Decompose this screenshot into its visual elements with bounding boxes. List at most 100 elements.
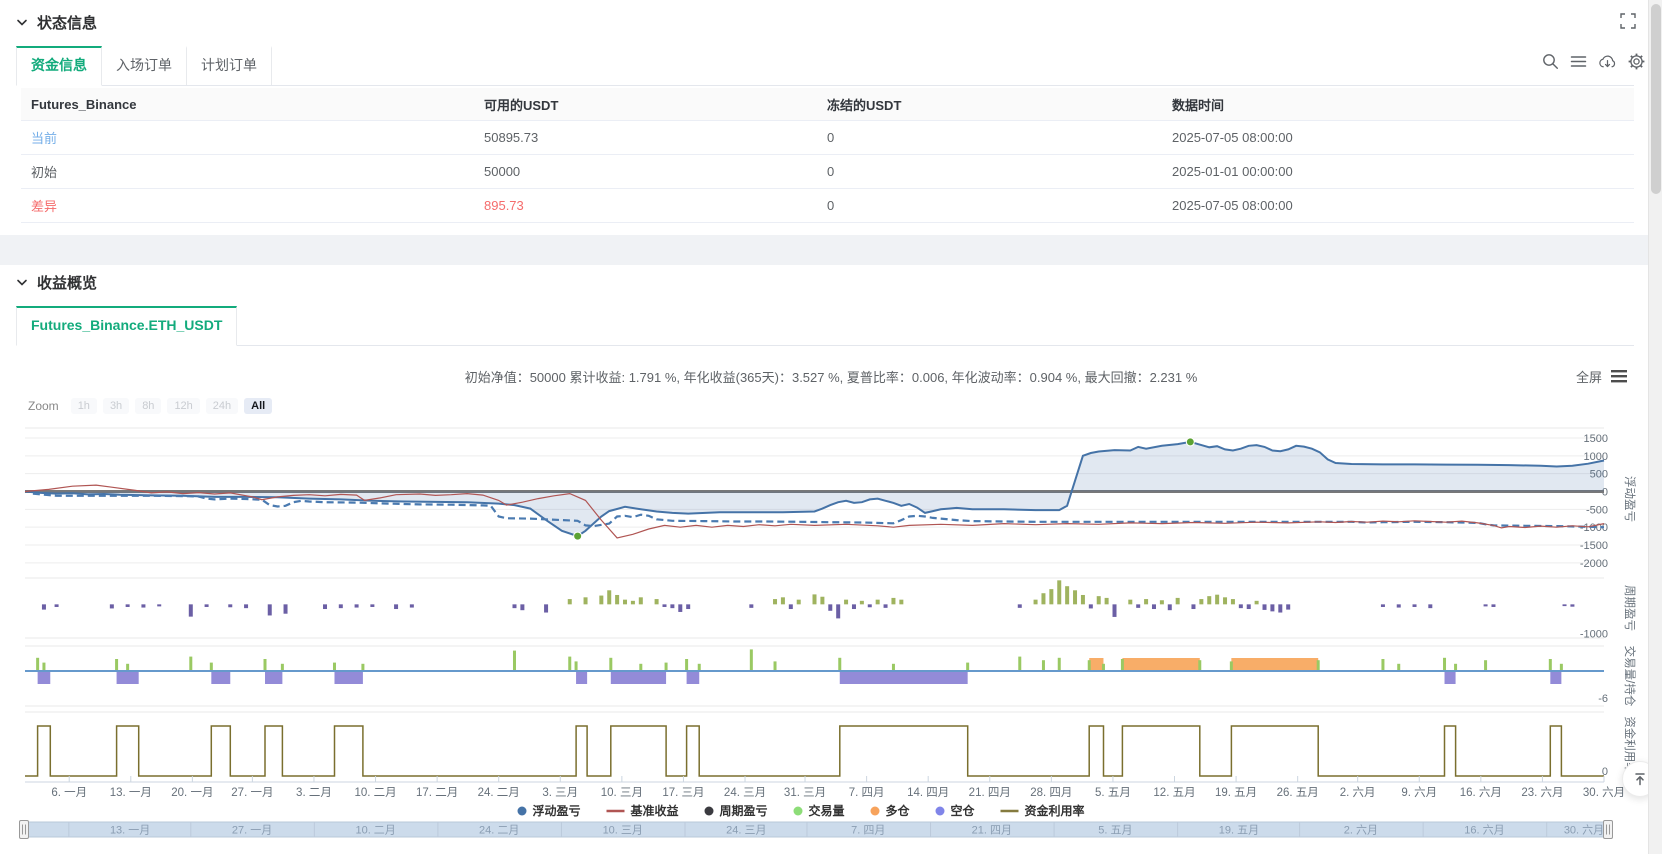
- period-pnl-bar: [126, 604, 130, 607]
- period-pnl-bar: [1113, 604, 1117, 617]
- period-pnl-bar: [1199, 599, 1203, 604]
- period-pnl-bar: [860, 601, 864, 605]
- x-axis-label: 30. 六月: [1583, 786, 1625, 799]
- period-pnl-bar: [323, 604, 327, 609]
- legend-item[interactable]: 资金利用率: [1025, 803, 1085, 818]
- volume-bar: [1484, 660, 1487, 671]
- legend-item[interactable]: 浮动盈亏: [533, 803, 581, 818]
- navigator-label: 10. 二月: [355, 825, 395, 837]
- period-pnl-bar: [1160, 600, 1164, 604]
- period-pnl-bar: [828, 604, 832, 610]
- period-pnl-bar: [520, 604, 524, 610]
- period-pnl-bar: [1270, 604, 1274, 611]
- navigator-label: 24. 二月: [479, 825, 519, 837]
- volume-bar: [1102, 664, 1105, 671]
- period-pnl-bar: [1168, 604, 1172, 610]
- volume-bar: [1381, 659, 1384, 671]
- period-pnl-bar: [339, 604, 343, 608]
- scrollbar-thumb[interactable]: [1651, 4, 1661, 194]
- period-pnl-bar: [1255, 601, 1259, 605]
- scrollbar[interactable]: [1648, 0, 1662, 854]
- profit-chart[interactable]: 150010005000-500-1000-1500-2000浮动盈亏-1000…: [0, 0, 1662, 854]
- volume-bar: [568, 657, 571, 671]
- period-pnl-bar: [157, 604, 161, 606]
- y-axis-label: -6: [1598, 693, 1608, 705]
- navigator-label: 27. 一月: [232, 825, 272, 837]
- period-pnl-bar: [844, 600, 848, 605]
- x-axis-label: 3. 三月: [542, 787, 578, 799]
- period-pnl-bar: [655, 599, 659, 604]
- y-axis-label: 1500: [1584, 433, 1608, 445]
- short-position-block: [687, 672, 700, 684]
- legend-item[interactable]: 基准收益: [630, 803, 679, 818]
- y-axis-label: 0: [1602, 766, 1608, 778]
- volume-bar: [333, 663, 336, 671]
- period-pnl-bar: [1428, 604, 1432, 608]
- volume-bar: [1230, 661, 1233, 671]
- volume-bar: [966, 663, 969, 671]
- navigator-label: 2. 六月: [1344, 824, 1378, 837]
- x-axis-label: 7. 四月: [849, 787, 885, 799]
- x-axis-label: 5. 五月: [1095, 787, 1131, 799]
- x-axis-label: 10. 三月: [601, 787, 643, 799]
- x-axis-label: 17. 三月: [662, 787, 704, 799]
- period-pnl-bar: [544, 604, 548, 612]
- period-pnl-bar: [1136, 604, 1140, 608]
- legend-item[interactable]: 空仓: [951, 803, 976, 818]
- period-pnl-bar: [1041, 593, 1045, 604]
- period-pnl-bar: [1073, 590, 1077, 604]
- chart-marker[interactable]: [1186, 438, 1194, 446]
- y-axis-title: 浮动盈亏: [1623, 476, 1636, 522]
- x-axis-label: 6. 一月: [51, 787, 87, 799]
- period-pnl-bar: [1191, 604, 1195, 609]
- period-pnl-bar: [1263, 604, 1267, 610]
- period-pnl-bar: [228, 604, 232, 607]
- legend-item[interactable]: 周期盈亏: [720, 803, 768, 818]
- period-pnl-bar: [813, 594, 817, 604]
- x-axis-label: 26. 五月: [1277, 787, 1319, 799]
- period-pnl-bar: [1128, 600, 1132, 605]
- short-position-block: [38, 672, 51, 684]
- period-pnl-bar: [1034, 600, 1038, 605]
- short-position-block: [334, 672, 362, 684]
- navigator-label: 13. 一月: [110, 825, 150, 837]
- period-pnl-bar: [205, 604, 209, 607]
- short-position-block: [265, 672, 282, 684]
- volume-bar: [42, 663, 45, 671]
- period-pnl-bar: [670, 604, 674, 608]
- period-pnl-bar: [370, 604, 374, 607]
- navigator-handle-left[interactable]: [20, 821, 29, 839]
- volume-bar: [1121, 659, 1124, 671]
- legend-symbol[interactable]: [705, 807, 714, 816]
- legend-symbol[interactable]: [871, 807, 880, 816]
- period-pnl-bar: [607, 590, 611, 604]
- period-pnl-bar: [141, 604, 145, 607]
- long-position-block: [1231, 658, 1318, 670]
- period-pnl-bar: [1381, 604, 1385, 607]
- x-axis-label: 24. 三月: [724, 787, 766, 799]
- short-position-block: [576, 672, 587, 684]
- navigator-label: 24. 三月: [726, 825, 766, 837]
- long-position-block: [1089, 658, 1103, 670]
- legend-item[interactable]: 多仓: [886, 803, 911, 818]
- chart-marker[interactable]: [574, 532, 582, 540]
- legend-item[interactable]: 交易量: [809, 803, 845, 818]
- period-pnl-bar: [1144, 599, 1148, 604]
- period-pnl-bar: [1176, 598, 1180, 604]
- volume-bar: [210, 663, 213, 671]
- period-pnl-bar: [1247, 604, 1251, 609]
- period-pnl-bar: [678, 604, 682, 612]
- x-axis-label: 3. 二月: [296, 787, 332, 799]
- short-position-block: [840, 672, 968, 684]
- legend-symbol[interactable]: [518, 807, 527, 816]
- period-pnl-bar: [55, 604, 59, 607]
- volume-bar: [1549, 659, 1552, 671]
- period-pnl-bar: [189, 604, 193, 616]
- x-axis-label: 21. 四月: [969, 787, 1011, 799]
- period-pnl-bar: [749, 604, 753, 608]
- navigator-handle-right[interactable]: [1604, 821, 1613, 839]
- period-pnl-bar: [876, 600, 880, 605]
- legend-symbol[interactable]: [794, 807, 803, 816]
- legend-symbol[interactable]: [936, 807, 945, 816]
- x-axis-label: 28. 四月: [1030, 787, 1072, 799]
